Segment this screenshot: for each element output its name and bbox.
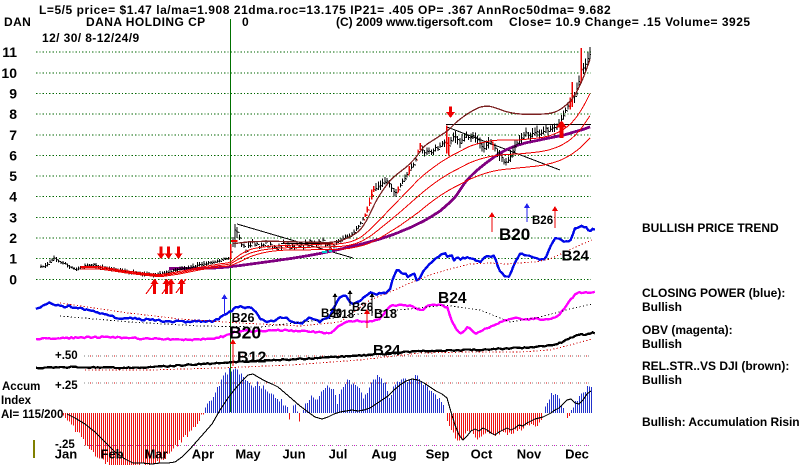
svg-text:2: 2 <box>9 230 17 246</box>
svg-text:B18: B18 <box>374 307 397 321</box>
svg-text:7: 7 <box>9 127 17 143</box>
svg-text:May: May <box>235 447 261 462</box>
svg-text:Index: Index <box>1 395 32 407</box>
svg-text:Jun: Jun <box>282 447 305 462</box>
svg-text:12/ 30/ 8-12/24/9: 12/ 30/ 8-12/24/9 <box>42 31 140 45</box>
svg-text:Aug: Aug <box>371 447 396 462</box>
svg-text:Bullish: Bullish <box>642 373 682 387</box>
svg-text:1: 1 <box>9 251 17 267</box>
svg-text:(C) 2009 www.tigersoft.com: (C) 2009 www.tigersoft.com <box>336 15 493 29</box>
svg-text:Bullish: Accumulation Rising: Bullish: Accumulation Rising <box>642 415 800 429</box>
svg-text:B26: B26 <box>232 311 255 325</box>
svg-text:B24: B24 <box>438 290 467 307</box>
svg-text:B20: B20 <box>499 225 530 244</box>
svg-text:Sep: Sep <box>426 447 450 462</box>
svg-text:CLOSING POWER (blue):: CLOSING POWER (blue): <box>642 286 785 300</box>
svg-text:OBV (magenta):: OBV (magenta): <box>642 323 733 337</box>
svg-text:0: 0 <box>9 271 17 287</box>
svg-text:AI= 115/200: AI= 115/200 <box>1 409 63 421</box>
svg-text:Oct: Oct <box>471 447 493 462</box>
svg-text:Feb: Feb <box>100 447 123 462</box>
svg-text:+.50: +.50 <box>55 350 78 362</box>
svg-text:B18: B18 <box>333 309 355 321</box>
svg-text:Mar: Mar <box>144 447 167 462</box>
svg-text:5: 5 <box>9 168 17 184</box>
svg-text:B26: B26 <box>352 302 373 314</box>
svg-text:11: 11 <box>2 44 17 60</box>
svg-text:Dec: Dec <box>565 447 589 462</box>
svg-text:-.25: -.25 <box>55 439 75 451</box>
svg-text:Close= 10.9 Change= .15 Volu: Close= 10.9 Change= .15 Volume= 3925 <box>509 15 751 29</box>
svg-text:Jan: Jan <box>55 447 77 462</box>
svg-text:B26: B26 <box>532 215 553 227</box>
svg-text:Bullish: Bullish <box>642 337 682 351</box>
svg-text:B20: B20 <box>229 323 261 343</box>
svg-text:BULLISH PRICE TREND: BULLISH PRICE TREND <box>642 221 779 235</box>
svg-text:B20: B20 <box>321 308 342 320</box>
svg-text:B12: B12 <box>237 350 266 367</box>
svg-text:3: 3 <box>9 209 17 225</box>
svg-text:REL.STR..VS DJI (brown):: REL.STR..VS DJI (brown): <box>642 359 789 373</box>
svg-text:+.25: +.25 <box>55 380 78 392</box>
svg-text:10: 10 <box>1 65 17 81</box>
svg-text:Bullish: Bullish <box>642 300 682 314</box>
svg-text:6: 6 <box>9 147 17 163</box>
svg-text:4: 4 <box>9 189 17 205</box>
svg-text:8: 8 <box>9 106 17 122</box>
svg-text:DAN: DAN <box>4 15 31 29</box>
svg-text:Jul: Jul <box>329 447 348 462</box>
svg-text:Nov: Nov <box>517 447 542 462</box>
svg-text:L=5/5 price= $1.47 la/ma=1.9: L=5/5 price= $1.47 la/ma=1.908 21dma.roc… <box>39 3 611 17</box>
svg-text:DANA HOLDING CP: DANA HOLDING CP <box>86 15 206 29</box>
svg-text:B24: B24 <box>373 342 401 359</box>
svg-text:9: 9 <box>9 86 17 102</box>
svg-text:B24: B24 <box>562 248 590 265</box>
svg-text:Accum: Accum <box>2 381 40 393</box>
svg-text:0: 0 <box>242 15 249 29</box>
svg-text:Apr: Apr <box>192 447 214 462</box>
